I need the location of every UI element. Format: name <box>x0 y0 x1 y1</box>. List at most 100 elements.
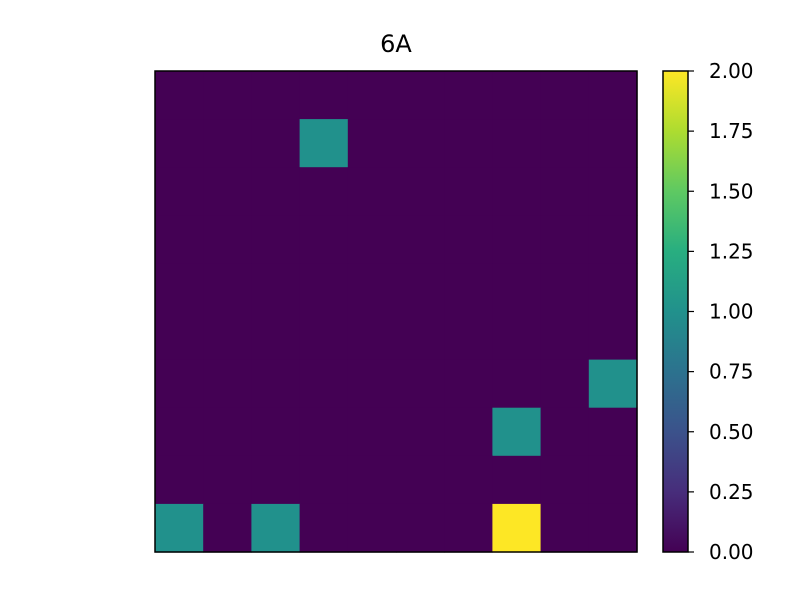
colorbar-tick-label-8: 2.00 <box>709 59 754 83</box>
heatmap-cell-r0-c1 <box>203 71 252 120</box>
heatmap-cell-r0-c6 <box>444 71 493 120</box>
heatmap-cell-r7-c6 <box>444 407 493 457</box>
heatmap-cell-r2-c5 <box>396 167 445 216</box>
heatmap-cell-r4-c4 <box>347 263 397 313</box>
heatmap-cell-r8-c9 <box>588 455 638 505</box>
heatmap-cell-r2-c8 <box>540 167 590 216</box>
heatmap-cell-r0-c7 <box>492 71 542 120</box>
heatmap-cell-r9-c0 <box>155 503 204 553</box>
heatmap-cell-r9-c8 <box>540 503 590 553</box>
heatmap-cell-r1-c4 <box>347 119 397 168</box>
heatmap-cell-r8-c4 <box>347 455 397 505</box>
heatmap-cell-r5-c6 <box>444 311 493 361</box>
heatmap-cell-r6-c6 <box>444 359 493 409</box>
heatmap-cell-r0-c4 <box>347 71 397 120</box>
heatmap-cell-r8-c1 <box>203 455 252 505</box>
heatmap-cell-r5-c0 <box>155 311 204 361</box>
heatmap-cell-r2-c0 <box>155 167 204 216</box>
heatmap-cell-r9-c1 <box>203 503 252 553</box>
heatmap-cell-r7-c4 <box>347 407 397 457</box>
heatmap-cell-r0-c0 <box>155 71 204 120</box>
heatmap-cell-r9-c4 <box>347 503 397 553</box>
heatmap-cell-r5-c8 <box>540 311 590 361</box>
heatmap-cell-r8-c8 <box>540 455 590 505</box>
heatmap-cell-r4-c3 <box>299 263 349 313</box>
heatmap-cell-r3-c5 <box>396 215 445 264</box>
heatmap-cell-r6-c7 <box>492 359 542 409</box>
heatmap-cell-r3-c6 <box>444 215 493 264</box>
heatmap-cell-r9-c2 <box>251 503 301 553</box>
heatmap-cell-r2-c1 <box>203 167 252 216</box>
heatmap-cell-r6-c0 <box>155 359 204 409</box>
heatmap-cell-r4-c8 <box>540 263 590 313</box>
heatmap-cell-r3-c4 <box>347 215 397 264</box>
heatmap-cell-r7-c8 <box>540 407 590 457</box>
heatmap-cell-r5-c4 <box>347 311 397 361</box>
heatmap-cell-r0-c2 <box>251 71 301 120</box>
heatmap-cell-r1-c3 <box>299 119 349 168</box>
heatmap-cell-r7-c7 <box>492 407 542 457</box>
heatmap-cell-r8-c3 <box>299 455 349 505</box>
heatmap-cell-r2-c9 <box>588 167 638 216</box>
heatmap-cell-r7-c5 <box>396 407 445 457</box>
heatmap-cell-r2-c3 <box>299 167 349 216</box>
heatmap-cell-r9-c3 <box>299 503 349 553</box>
heatmap-cell-r4-c7 <box>492 263 542 313</box>
heatmap-cell-r7-c0 <box>155 407 204 457</box>
heatmap-cell-r3-c7 <box>492 215 542 264</box>
heatmap-cell-r0-c5 <box>396 71 445 120</box>
heatmap-cell-r9-c6 <box>444 503 493 553</box>
colorbar-tick-label-2: 0.50 <box>709 420 754 444</box>
heatmap-cell-r7-c2 <box>251 407 301 457</box>
heatmap-cell-r0-c3 <box>299 71 349 120</box>
heatmap-cell-r5-c1 <box>203 311 252 361</box>
colorbar-tick-label-6: 1.50 <box>709 179 754 203</box>
heatmap-cell-r1-c9 <box>588 119 638 168</box>
colorbar-tick-label-5: 1.25 <box>709 239 754 263</box>
heatmap-cell-r5-c5 <box>396 311 445 361</box>
heatmap-cell-r6-c8 <box>540 359 590 409</box>
heatmap-cell-r4-c2 <box>251 263 301 313</box>
heatmap-cell-r9-c9 <box>588 503 638 553</box>
plot-frame <box>154 70 638 553</box>
heatmap-cell-r4-c9 <box>588 263 638 313</box>
heatmap-cell-r8-c5 <box>396 455 445 505</box>
heatmap-cell-r1-c1 <box>203 119 252 168</box>
heatmap-cell-r3-c1 <box>203 215 252 264</box>
heatmap-cell-r8-c2 <box>251 455 301 505</box>
heatmap-cell-r1-c6 <box>444 119 493 168</box>
heatmap-cell-r8-c6 <box>444 455 493 505</box>
heatmap-cell-r7-c3 <box>299 407 349 457</box>
chart-title: 6A <box>380 30 412 58</box>
heatmap-cell-r1-c5 <box>396 119 445 168</box>
heatmap-cell-r2-c2 <box>251 167 301 216</box>
heatmap-cell-r9-c7 <box>492 503 542 553</box>
heatmap-cell-r5-c3 <box>299 311 349 361</box>
heatmap-cell-r6-c5 <box>396 359 445 409</box>
heatmap-cells <box>155 71 638 553</box>
heatmap-cell-r5-c7 <box>492 311 542 361</box>
colorbar-tick-label-0: 0.00 <box>709 540 754 564</box>
heatmap-cell-r4-c6 <box>444 263 493 313</box>
heatmap-cell-r9-c5 <box>396 503 445 553</box>
heatmap-cell-r2-c7 <box>492 167 542 216</box>
heatmap-cell-r8-c0 <box>155 455 204 505</box>
heatmap-cell-r7-c1 <box>203 407 252 457</box>
colorbar <box>663 71 688 552</box>
heatmap-cell-r7-c9 <box>588 407 638 457</box>
heatmap-cell-r0-c8 <box>540 71 590 120</box>
heatmap-cell-r5-c9 <box>588 311 638 361</box>
heatmap-cell-r6-c2 <box>251 359 301 409</box>
heatmap-cell-r3-c0 <box>155 215 204 264</box>
heatmap-cell-r8-c7 <box>492 455 542 505</box>
heatmap-cell-r2-c6 <box>444 167 493 216</box>
heatmap-cell-r1-c0 <box>155 119 204 168</box>
colorbar-tick-label-7: 1.75 <box>709 119 754 143</box>
heatmap-cell-r3-c8 <box>540 215 590 264</box>
heatmap-cell-r6-c4 <box>347 359 397 409</box>
heatmap-cell-r1-c8 <box>540 119 590 168</box>
heatmap-cell-r2-c4 <box>347 167 397 216</box>
heatmap-cell-r3-c3 <box>299 215 349 264</box>
colorbar-tick-label-3: 0.75 <box>709 360 754 384</box>
